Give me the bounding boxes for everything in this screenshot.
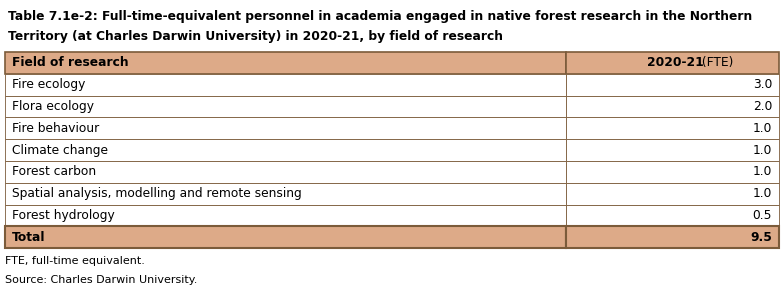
Text: 9.5: 9.5 [750,231,772,244]
Text: Fire ecology: Fire ecology [12,78,85,91]
Text: 2.0: 2.0 [753,100,772,113]
Text: Flora ecology: Flora ecology [12,100,94,113]
Text: (FTE): (FTE) [698,56,734,69]
Text: 1.0: 1.0 [753,122,772,135]
Text: 1.0: 1.0 [753,144,772,156]
Text: FTE, full-time equivalent.: FTE, full-time equivalent. [5,256,145,266]
Text: Climate change: Climate change [12,144,108,156]
Text: Table 7.1e-2: Full-time-equivalent personnel in academia engaged in native fores: Table 7.1e-2: Full-time-equivalent perso… [8,10,753,23]
Text: Source: Charles Darwin University.: Source: Charles Darwin University. [5,275,198,285]
Text: 1.0: 1.0 [753,187,772,200]
Text: 0.5: 0.5 [753,209,772,222]
Text: Field of research: Field of research [12,56,129,69]
Text: Forest carbon: Forest carbon [12,165,96,178]
Text: 3.0: 3.0 [753,78,772,91]
Text: Total: Total [12,231,45,244]
Text: 1.0: 1.0 [753,165,772,178]
Text: Fire behaviour: Fire behaviour [12,122,100,135]
Text: Forest hydrology: Forest hydrology [12,209,114,222]
Text: 2020-21: 2020-21 [647,56,704,69]
Text: Spatial analysis, modelling and remote sensing: Spatial analysis, modelling and remote s… [12,187,302,200]
Text: Territory (at Charles Darwin University) in 2020-21, by field of research: Territory (at Charles Darwin University)… [8,30,503,43]
